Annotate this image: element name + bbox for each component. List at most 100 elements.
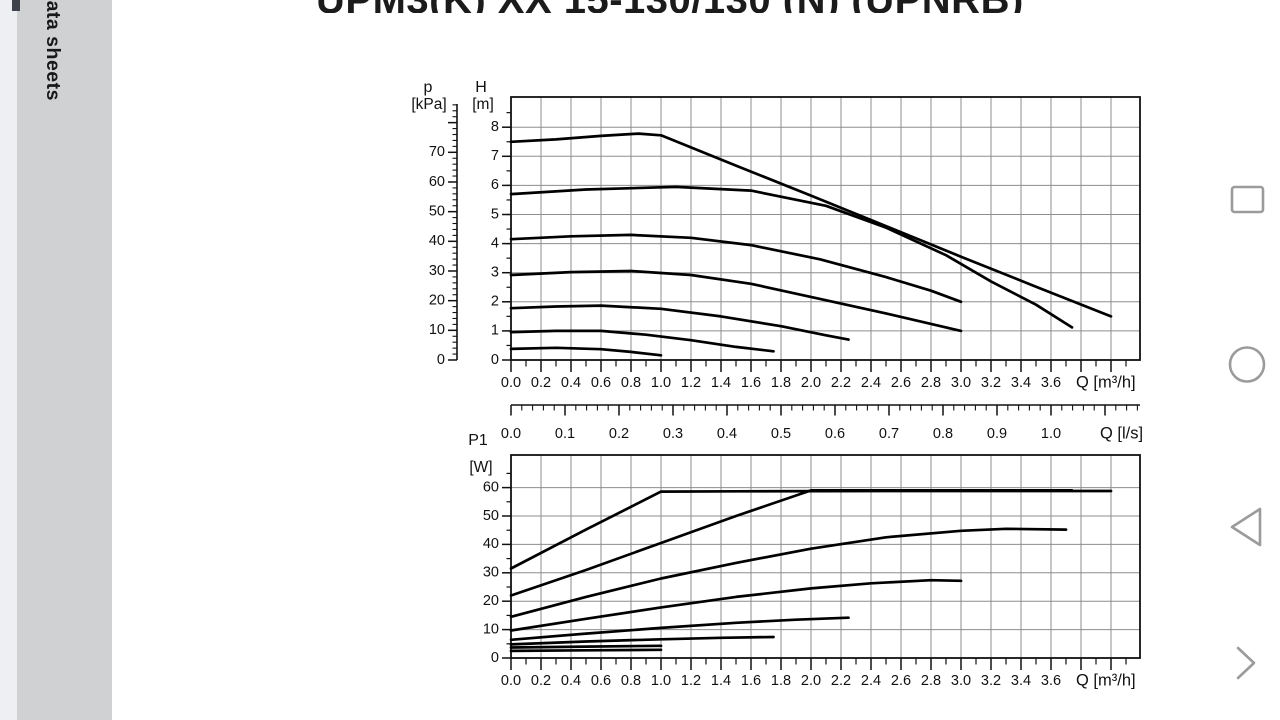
- curve-power-8: [509, 648, 663, 653]
- axis-label: 1.0: [1041, 426, 1061, 442]
- axis-label: 0.2: [609, 426, 629, 442]
- axis-label: [kPa]: [411, 96, 446, 113]
- axis-label: 1.0: [651, 673, 671, 689]
- axis-label: 2.6: [891, 673, 911, 689]
- axis-label: 3.0: [951, 375, 971, 391]
- curve-power-6: [509, 635, 775, 646]
- axis-label: 0.5: [771, 426, 791, 442]
- nav-home-button[interactable]: [1227, 345, 1267, 385]
- axis-label: 1.8: [771, 375, 791, 391]
- axis-label: 8: [491, 119, 499, 135]
- curve-power-3: [509, 527, 1068, 619]
- axis-label: 3.4: [1011, 375, 1031, 391]
- axis-label: p: [424, 79, 433, 96]
- nav-expand-button[interactable]: [1230, 645, 1260, 681]
- circle-outline-icon: [1228, 346, 1266, 383]
- axis-label: 0.0: [501, 673, 521, 689]
- axis-label: 0: [491, 352, 499, 368]
- axis-label: 20: [483, 593, 499, 609]
- axis-label: 70: [429, 144, 445, 160]
- axis-label: 0.7: [879, 426, 899, 442]
- axis-label: 0.8: [933, 426, 953, 442]
- axis-label: 20: [429, 292, 445, 308]
- axis-label: 0: [491, 650, 499, 666]
- nav-recents-button[interactable]: [1229, 184, 1267, 216]
- axis-label: 1: [491, 323, 499, 339]
- curve-power-4: [509, 578, 963, 632]
- axis-label: 0.2: [531, 375, 551, 391]
- axis-label: 7: [491, 148, 499, 164]
- axis-label: 1.2: [681, 673, 701, 689]
- axis-label: 1.6: [741, 375, 761, 391]
- page-left-margin: [0, 0, 17, 720]
- axis-label: Q [l/s]: [1100, 424, 1143, 442]
- chevron-right-icon: [1236, 646, 1256, 680]
- axis-label: 0.4: [561, 673, 581, 689]
- axis-label: 3.6: [1041, 673, 1061, 689]
- axis-label: 50: [483, 508, 499, 524]
- axis-label: 3.6: [1041, 375, 1061, 391]
- axis-label: 0.3: [663, 426, 683, 442]
- curve-power-2: [509, 489, 1074, 597]
- axis-label: 0.8: [621, 375, 641, 391]
- axis-label: Q [m³/h]: [1076, 671, 1136, 689]
- axis-label: 30: [483, 565, 499, 581]
- axis-label: 2.6: [891, 375, 911, 391]
- curve-speed-3: [509, 233, 963, 304]
- axis-label: P1: [468, 432, 488, 449]
- sidebar-tab-data-sheets[interactable]: Data sheets: [17, 0, 112, 720]
- axis-label: 0: [437, 352, 445, 368]
- axis-label: 3.2: [981, 375, 1001, 391]
- axis-label: 5: [491, 206, 499, 222]
- axis-label: 2.2: [831, 673, 851, 689]
- square-outline-icon: [1230, 185, 1265, 214]
- axis-label: 2: [491, 294, 499, 310]
- axis-label: 60: [429, 174, 445, 190]
- axis-label: 6: [491, 177, 499, 193]
- axis-label: 40: [483, 536, 499, 552]
- curve-speed-2: [509, 185, 1074, 329]
- curve-speed-1: [509, 132, 1113, 318]
- axis-label: 0.6: [825, 426, 845, 442]
- nav-back-button[interactable]: [1226, 506, 1266, 548]
- axis-label: 2.4: [861, 375, 881, 391]
- triangle-left-outline-icon: [1230, 507, 1262, 547]
- axis-label: 0.1: [555, 426, 575, 442]
- axis-label: 1.0: [651, 375, 671, 391]
- axis-label: 0.8: [621, 673, 641, 689]
- axis-label: 0.4: [561, 375, 581, 391]
- axis-label: 2.2: [831, 375, 851, 391]
- page-title: UPM3(K) XX 15-130/130 (N) (UPNRB): [316, 0, 1166, 13]
- axis-label: 2.8: [921, 375, 941, 391]
- curve-speed-4: [509, 269, 963, 333]
- curve-speed-5: [509, 304, 850, 341]
- curve-speed-6: [509, 329, 775, 353]
- axis-label: H: [475, 79, 487, 96]
- axis-label: 1.6: [741, 673, 761, 689]
- axis-label: 3: [491, 265, 499, 281]
- curve-power-5: [509, 616, 850, 642]
- axis-label: 50: [429, 203, 445, 219]
- axis-label: 60: [483, 479, 499, 495]
- axis-label: 1.4: [711, 673, 731, 689]
- axis-label: 40: [429, 233, 445, 249]
- axis-label: 0.6: [591, 375, 611, 391]
- axis-label: 0.2: [531, 673, 551, 689]
- axis-label: 0.0: [501, 375, 521, 391]
- page-title-clip: UPM3(K) XX 15-130/130 (N) (UPNRB): [316, 0, 1166, 13]
- curve-speed-7: [509, 346, 663, 357]
- axis-label: 2.0: [801, 673, 821, 689]
- axis-label: 0.4: [717, 426, 737, 442]
- axis-label: 10: [429, 322, 445, 338]
- scroll-indicator: [12, 0, 20, 11]
- axis-label: [W]: [469, 459, 492, 476]
- axis-label: 1.8: [771, 673, 791, 689]
- axis-label: 2.4: [861, 673, 881, 689]
- sidebar-tab-label: Data sheets: [42, 0, 64, 101]
- axis-label: 2.8: [921, 673, 941, 689]
- axis-label: 0.9: [987, 426, 1007, 442]
- axis-label: 3.0: [951, 673, 971, 689]
- axis-label: 0.6: [591, 673, 611, 689]
- axis-label: 30: [429, 263, 445, 279]
